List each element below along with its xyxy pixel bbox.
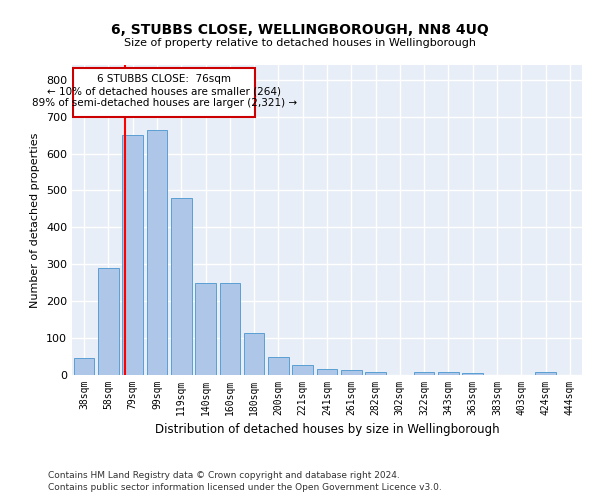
Text: 6 STUBBS CLOSE:  76sqm: 6 STUBBS CLOSE: 76sqm bbox=[97, 74, 231, 84]
Text: ← 10% of detached houses are smaller (264): ← 10% of detached houses are smaller (26… bbox=[47, 86, 281, 96]
Bar bbox=[292, 365, 313, 375]
Bar bbox=[365, 372, 386, 375]
Text: Contains public sector information licensed under the Open Government Licence v3: Contains public sector information licen… bbox=[48, 483, 442, 492]
Bar bbox=[341, 370, 362, 375]
Bar bbox=[74, 358, 94, 375]
Bar bbox=[463, 373, 483, 375]
Bar bbox=[195, 284, 216, 375]
FancyBboxPatch shape bbox=[73, 68, 256, 116]
Text: 6, STUBBS CLOSE, WELLINGBOROUGH, NN8 4UQ: 6, STUBBS CLOSE, WELLINGBOROUGH, NN8 4UQ bbox=[111, 22, 489, 36]
Bar bbox=[317, 370, 337, 375]
Bar bbox=[146, 130, 167, 375]
Bar bbox=[171, 198, 191, 375]
Bar bbox=[98, 268, 119, 375]
Y-axis label: Number of detached properties: Number of detached properties bbox=[31, 132, 40, 308]
Text: Size of property relative to detached houses in Wellingborough: Size of property relative to detached ho… bbox=[124, 38, 476, 48]
Bar bbox=[122, 135, 143, 375]
Text: 89% of semi-detached houses are larger (2,321) →: 89% of semi-detached houses are larger (… bbox=[32, 98, 297, 108]
Bar bbox=[414, 372, 434, 375]
X-axis label: Distribution of detached houses by size in Wellingborough: Distribution of detached houses by size … bbox=[155, 424, 499, 436]
Bar bbox=[535, 372, 556, 375]
Bar bbox=[438, 372, 459, 375]
Bar bbox=[268, 356, 289, 375]
Bar bbox=[244, 334, 265, 375]
Text: Contains HM Land Registry data © Crown copyright and database right 2024.: Contains HM Land Registry data © Crown c… bbox=[48, 470, 400, 480]
Bar bbox=[220, 284, 240, 375]
